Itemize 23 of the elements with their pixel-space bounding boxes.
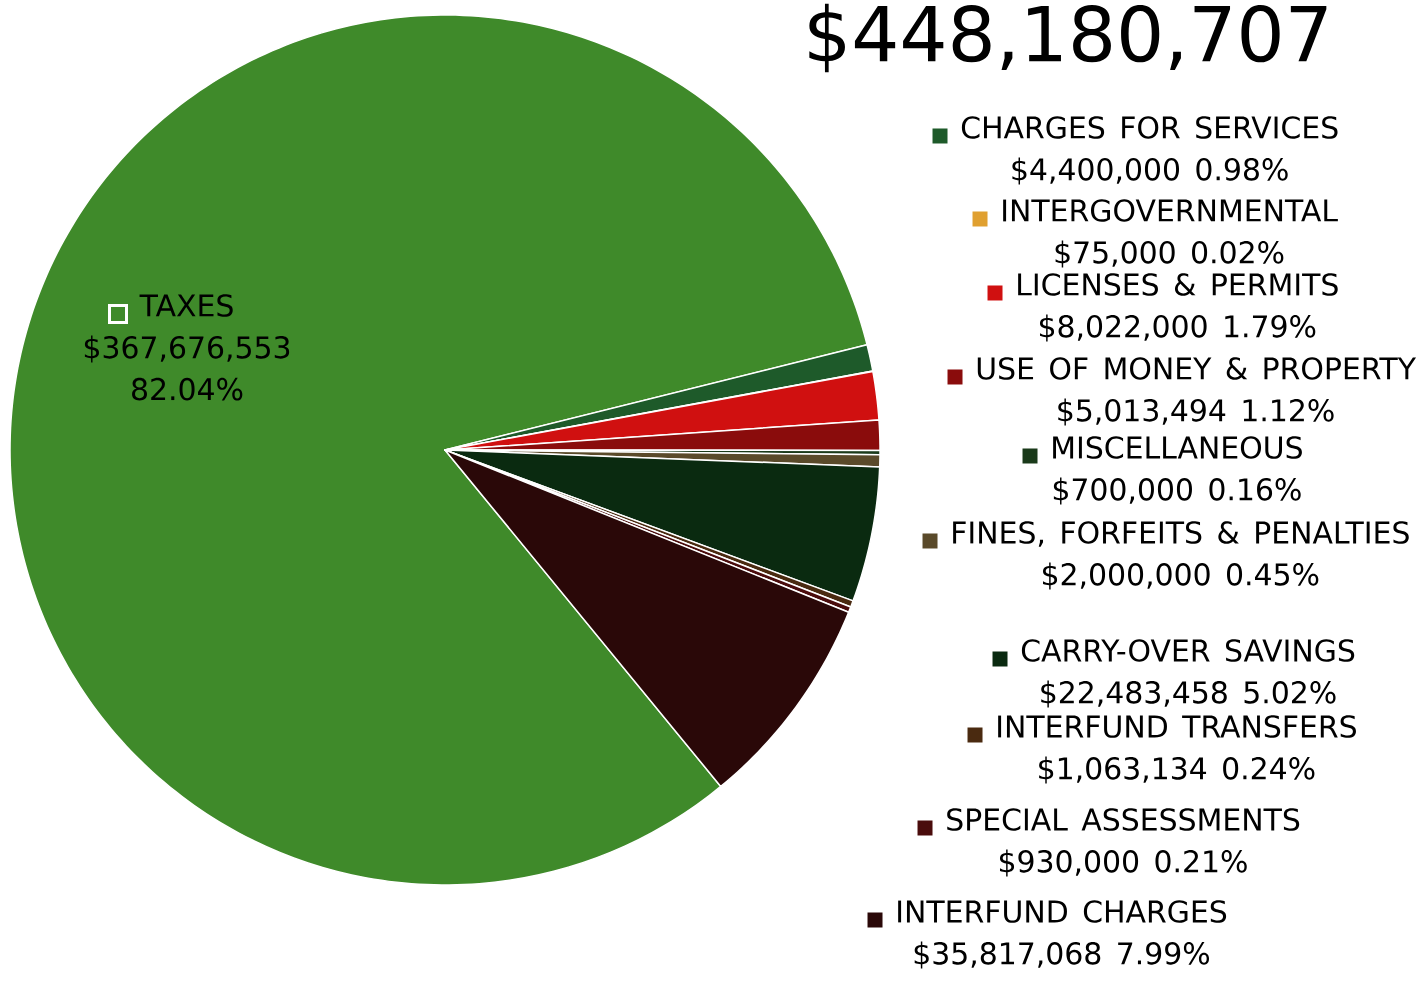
data-label: $1,063,134 0.24% xyxy=(1039,756,1315,784)
data-label: $5,013,494 1.12% xyxy=(1058,398,1334,426)
legend-label: MISCELLANEOUS xyxy=(1053,436,1302,459)
data-label: $367,676,553 82.04% xyxy=(84,335,290,401)
data-label: $700,000 0.16% xyxy=(1053,477,1301,505)
data-label: $75,000 0.02% xyxy=(1055,240,1284,268)
legend-label: INTERFUND CHARGES xyxy=(898,900,1227,923)
legend-label: USE OF MONEY & PROPERTY xyxy=(977,357,1417,380)
legend-label: CARRY-OVER SAVINGS xyxy=(1021,639,1355,662)
data-label: $930,000 0.21% xyxy=(999,849,1247,877)
legend-label: LICENSES & PERMITS xyxy=(1018,273,1338,296)
legend-label: CHARGES FOR SERVICES xyxy=(961,116,1338,139)
data-label: $22,483,458 5.02% xyxy=(1041,680,1336,708)
legend-label: INTERFUND TRANSFERS xyxy=(998,715,1356,738)
data-label: $4,400,000 0.98% xyxy=(1012,157,1288,185)
data-label: $35,817,068 7.99% xyxy=(914,941,1209,969)
chart-title: $448,180,707 xyxy=(809,3,1327,73)
legend-label: TAXES xyxy=(139,294,233,317)
legend-label: SPECIAL ASSESSMENTS xyxy=(947,808,1300,831)
legend-label: FINES, FORFEITS & PENALTIES xyxy=(953,521,1409,547)
legend-label: INTERGOVERNMENTAL xyxy=(1003,199,1338,222)
data-label: $8,022,000 1.79% xyxy=(1040,314,1316,342)
data-label: $2,000,000 0.45% xyxy=(1043,562,1319,590)
